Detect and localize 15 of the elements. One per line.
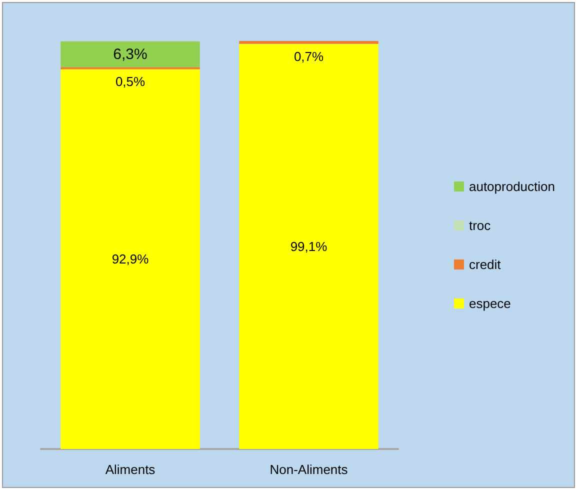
bar: [239, 41, 378, 44]
x-tick-label: Aliments: [105, 462, 156, 477]
bar: [60, 41, 200, 68]
legend-label: espece: [468, 296, 511, 311]
legend-label: credit: [468, 257, 502, 272]
data-label: 0,7%: [294, 48, 324, 64]
data-label: 6,3%: [113, 46, 148, 63]
data-label: 99,1%: [290, 238, 328, 254]
bar: [239, 44, 378, 449]
x-tick-label: Non-Aliments: [270, 462, 348, 477]
data-label: 0,5%: [115, 74, 146, 90]
bar: [60, 69, 200, 449]
legend-label: autoproduction: [468, 179, 556, 194]
data-label: 92,9%: [112, 252, 150, 267]
legend-label: troc: [468, 218, 492, 233]
